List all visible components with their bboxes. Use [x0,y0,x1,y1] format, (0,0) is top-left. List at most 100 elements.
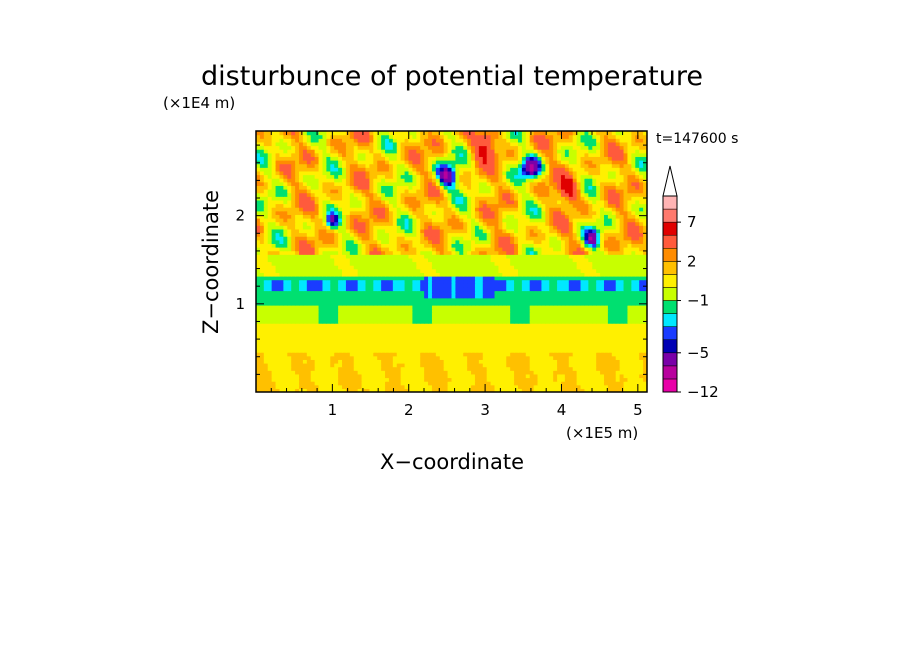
heatmap-cell [326,261,331,266]
heatmap-cell [400,261,406,266]
heatmap-cell [447,254,453,259]
heatmap-cell [345,363,351,368]
heatmap-cell [607,265,613,270]
heatmap-cell [584,283,589,288]
heatmap-cell [455,381,460,386]
heatmap-cell [506,254,511,259]
heatmap-cell [521,352,527,357]
heatmap-cell [592,279,597,284]
heatmap-cell [314,225,320,230]
heatmap-cell [369,214,374,219]
heatmap-cell [338,290,343,295]
heatmap-cell [627,352,632,357]
heatmap-cell [541,221,546,226]
heatmap-cell [275,381,281,386]
heatmap-cell [271,225,277,230]
heatmap-cell [541,250,546,255]
heatmap-cell [514,363,519,368]
heatmap-cell [310,214,316,219]
heatmap-cell [271,352,277,357]
heatmap-cell [299,370,304,375]
heatmap-cell [533,388,539,392]
heatmap-cell [611,250,617,255]
heatmap-cell [388,261,394,266]
heatmap-cell [287,279,292,284]
heatmap-cell [259,330,265,335]
heatmap-cell [443,214,449,219]
heatmap-cell [314,315,320,321]
heatmap-cell [259,388,265,392]
heatmap-cell [553,384,558,389]
heatmap-cell [267,337,273,342]
heatmap-cell [490,254,496,259]
heatmap-cell [373,363,378,368]
heatmap-cell [275,337,281,342]
heatmap-cell [537,359,543,364]
heatmap-cell [627,250,632,255]
heatmap-cell [369,312,374,317]
heatmap-cell [459,210,464,215]
heatmap-cell [615,294,621,299]
heatmap-cell [584,355,589,360]
heatmap-cell [596,334,601,339]
heatmap-cell [357,312,363,317]
heatmap-cell [404,236,410,241]
heatmap-cell [635,283,640,288]
heatmap-cell [377,370,382,375]
heatmap-cell [314,348,320,353]
heatmap-cell [408,334,413,339]
heatmap-cell [392,366,398,371]
heatmap-cell [259,352,265,357]
heatmap-cell [545,261,550,266]
heatmap-cell [388,265,394,270]
heatmap-cell [385,330,390,335]
heatmap-cell [361,272,367,277]
heatmap-cell [463,323,468,328]
heatmap-cell [506,337,511,342]
heatmap-cell [330,265,335,270]
heatmap-cell [302,243,308,248]
heatmap-cell [435,228,441,234]
heatmap-cell [545,279,550,284]
heatmap-cell [514,337,519,342]
heatmap-cell [338,239,343,244]
heatmap-cell [259,319,265,324]
heatmap-cell [533,286,539,292]
heatmap-cell [443,250,449,255]
heatmap-cell [447,352,453,357]
heatmap-cell [424,257,429,263]
heatmap-cell [537,250,543,255]
heatmap-cell [353,301,359,306]
heatmap-cell [510,261,515,266]
heatmap-cell [381,276,386,281]
heatmap-cell [603,297,609,302]
heatmap-cell [404,308,410,313]
heatmap-cell [494,232,500,237]
heatmap-cell [299,276,304,281]
heatmap-cell [631,221,636,226]
heatmap-cell [525,355,531,360]
heatmap-cell [498,265,503,270]
heatmap-cell [447,250,453,255]
heatmap-cell [357,210,363,215]
heatmap-cell [471,250,476,255]
heatmap-cell [259,239,265,244]
heatmap-cell [267,257,273,263]
heatmap-cell [623,214,629,219]
heatmap-cell [353,297,359,302]
heatmap-cell [588,257,593,263]
heatmap-cell [471,355,476,360]
heatmap-cell [357,257,363,263]
heatmap-cell [338,315,343,321]
heatmap-cell [353,257,359,263]
heatmap-cell [256,366,261,371]
heatmap-cell [404,301,410,306]
heatmap-cell [611,276,617,281]
heatmap-cell [295,377,300,382]
heatmap-cell [498,268,503,273]
heatmap-cell [271,326,277,331]
heatmap-cell [584,290,589,295]
heatmap-cell [635,344,640,350]
heatmap-cell [291,225,296,230]
heatmap-cell [342,290,347,295]
